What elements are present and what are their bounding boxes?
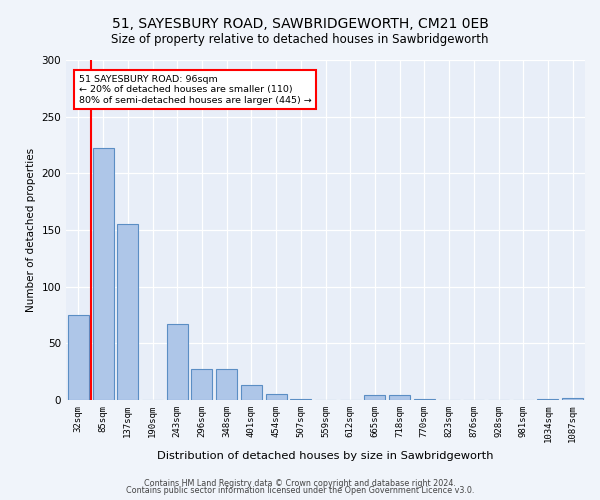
Y-axis label: Number of detached properties: Number of detached properties (26, 148, 36, 312)
Text: Contains public sector information licensed under the Open Government Licence v3: Contains public sector information licen… (126, 486, 474, 495)
Bar (290, 399, 311, 400)
Bar (364, 396, 385, 400)
Bar (266, 394, 287, 400)
Text: 51 SAYESBURY ROAD: 96sqm
← 20% of detached houses are smaller (110)
80% of semi-: 51 SAYESBURY ROAD: 96sqm ← 20% of detach… (79, 74, 311, 104)
Bar (538, 399, 559, 400)
Bar (191, 370, 212, 400)
Bar (117, 224, 138, 400)
Text: Size of property relative to detached houses in Sawbridgeworth: Size of property relative to detached ho… (111, 32, 489, 46)
Bar (241, 386, 262, 400)
Bar (68, 315, 89, 400)
Bar (216, 370, 237, 400)
Text: Contains HM Land Registry data © Crown copyright and database right 2024.: Contains HM Land Registry data © Crown c… (144, 478, 456, 488)
Bar (414, 399, 435, 400)
X-axis label: Distribution of detached houses by size in Sawbridgeworth: Distribution of detached houses by size … (157, 451, 494, 461)
Bar (389, 396, 410, 400)
Text: 51, SAYESBURY ROAD, SAWBRIDGEWORTH, CM21 0EB: 51, SAYESBURY ROAD, SAWBRIDGEWORTH, CM21… (112, 18, 488, 32)
Bar (92, 148, 113, 400)
Bar (562, 398, 583, 400)
Bar (167, 324, 188, 400)
